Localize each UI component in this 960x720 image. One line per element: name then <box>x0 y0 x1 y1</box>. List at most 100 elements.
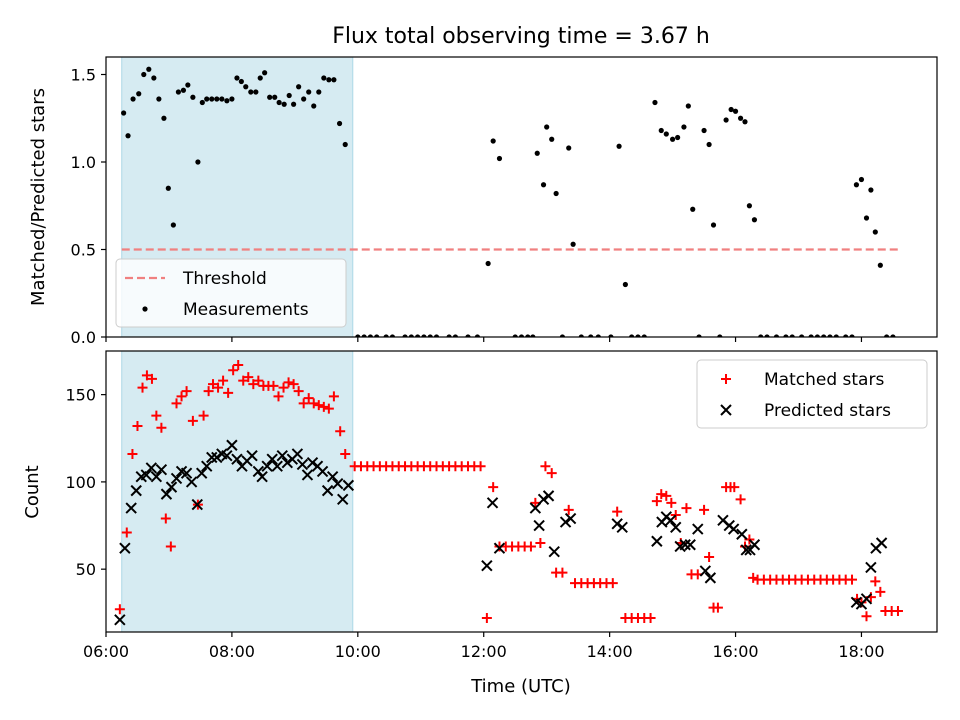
measurement-point <box>681 124 687 130</box>
measurement-point <box>209 96 215 102</box>
measurement-point <box>629 334 635 337</box>
measurement-point <box>161 115 167 121</box>
count-panel: 06:00 08:00 10:00 12:00 14:00 16:00 18:00 50 100… <box>65 350 938 661</box>
matched-point <box>340 448 351 459</box>
predicted-point <box>727 523 740 535</box>
measurement-point <box>549 136 555 142</box>
measurement-point <box>415 334 421 337</box>
predicted-point <box>493 542 506 554</box>
measurement-point <box>342 141 348 148</box>
predicted-point <box>211 451 223 464</box>
predicted-point <box>276 450 288 462</box>
measurement-point <box>306 89 312 95</box>
measurement-point <box>490 138 496 144</box>
measurement-point <box>701 127 707 134</box>
matched-point <box>735 494 746 505</box>
matched-point <box>243 372 254 383</box>
predicted-point <box>337 493 349 506</box>
predicted-point <box>261 460 273 472</box>
predicted-point <box>306 456 319 469</box>
measurement-point <box>723 117 729 123</box>
predicted-point <box>326 470 339 483</box>
legend-label: Matched stars <box>764 370 884 390</box>
measurement-point <box>190 94 196 100</box>
matched-point <box>146 373 157 384</box>
matched-point <box>141 370 152 381</box>
matched-point <box>283 377 294 388</box>
measurement-point <box>540 182 547 188</box>
measurement-point <box>257 75 263 81</box>
legend-label: Measurements <box>183 300 309 320</box>
measurement-point <box>170 222 176 228</box>
measurement-point <box>833 334 839 337</box>
matched-point <box>525 541 536 552</box>
measurement-point <box>452 334 458 337</box>
predicted-point <box>316 465 329 478</box>
measurement-point <box>496 155 503 162</box>
matched-point <box>481 613 492 624</box>
legend-label: Threshold <box>182 269 267 289</box>
matched-point <box>228 365 239 376</box>
measurement-point <box>267 94 273 100</box>
predicted-point <box>537 493 550 506</box>
predicted-point <box>548 546 560 558</box>
measurement-point <box>675 134 681 141</box>
matched-point <box>298 398 309 409</box>
predicted-point <box>321 484 334 497</box>
measurement-point <box>868 187 874 193</box>
measurement-point <box>195 159 201 165</box>
matched-point <box>137 382 148 393</box>
plot-area <box>121 66 900 337</box>
measurement-point <box>635 334 641 337</box>
measurement-point <box>534 150 540 156</box>
measurement-point <box>690 206 696 212</box>
matched-point <box>661 490 672 501</box>
matched-point <box>540 461 551 472</box>
predicted-point <box>301 469 314 481</box>
measurement-point <box>751 217 758 223</box>
matched-point <box>203 386 214 397</box>
measurement-point <box>512 334 518 337</box>
measurement-point <box>877 262 883 268</box>
measurement-point <box>433 334 440 337</box>
measurement-point <box>518 334 525 337</box>
predicted-point <box>256 470 268 483</box>
measurement-point <box>311 103 317 109</box>
measurement-point <box>544 124 550 130</box>
predicted-point <box>486 497 499 509</box>
measurement-point <box>286 92 292 99</box>
measurement-point <box>125 133 131 139</box>
measurement-point <box>588 334 594 337</box>
measurement-point <box>737 115 744 121</box>
matched-point <box>253 375 264 386</box>
predicted-point <box>291 448 304 460</box>
measurement-point <box>732 108 739 114</box>
measurement-point <box>863 215 870 221</box>
predicted-point <box>559 516 572 528</box>
measurement-point <box>553 190 559 197</box>
legend-predicted-swatch <box>720 404 732 416</box>
measurement-point <box>121 110 127 116</box>
top-y-axis-label: Matched/Predicted stars <box>28 88 49 306</box>
measurement-point <box>389 334 396 337</box>
matched-point <box>666 497 677 508</box>
predicted-point <box>692 523 704 535</box>
measurement-point <box>361 334 367 337</box>
matched-point <box>656 489 667 500</box>
measurement-point <box>296 84 302 90</box>
measurement-point <box>272 94 278 100</box>
measurement-point <box>214 96 220 102</box>
matched-point <box>335 426 346 437</box>
measurement-point <box>156 96 162 102</box>
legend-matched-swatch <box>721 374 731 384</box>
measurement-point <box>199 99 205 106</box>
measurement-point <box>641 334 647 337</box>
matched-point <box>892 606 903 617</box>
predicted-point <box>865 561 877 574</box>
predicted-point <box>206 451 218 464</box>
measurement-point <box>530 334 536 337</box>
matched-point <box>308 398 319 409</box>
y-tick-label: 1.0 <box>71 153 96 172</box>
predicted-point <box>281 456 294 469</box>
